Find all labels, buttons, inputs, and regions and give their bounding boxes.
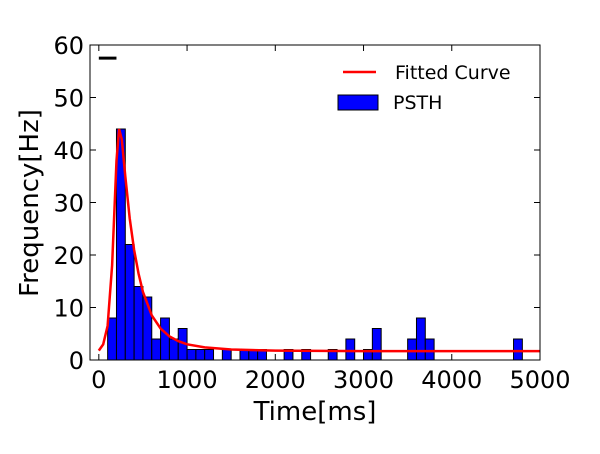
y-tick-label: 10: [53, 295, 84, 323]
psth-bar: [160, 317, 170, 361]
psth-bar: [415, 317, 426, 361]
psth-bar: [407, 338, 417, 361]
x-tick-label: 3000: [333, 366, 394, 394]
psth-bar: [151, 338, 162, 361]
psth-bar: [371, 328, 382, 361]
x-tick-label: 1000: [157, 366, 218, 394]
x-tick-label: 0: [91, 366, 106, 394]
psth-bar: [168, 338, 179, 361]
psth-bar: [195, 349, 206, 361]
y-axis-label: Frequency[Hz]: [15, 109, 45, 297]
psth-bar: [204, 349, 215, 361]
psth-bar: [221, 349, 232, 361]
plot-frame: [89, 44, 541, 361]
y-tick-label: 20: [53, 242, 84, 270]
y-tick-label: 60: [53, 32, 84, 60]
legend-psth-label: PSTH: [393, 92, 442, 114]
psth-bar: [345, 338, 356, 361]
x-tick-label: 2000: [245, 366, 306, 394]
y-tick-label: 30: [53, 190, 84, 218]
psth-bar: [424, 338, 435, 361]
psth-bar: [124, 244, 135, 361]
x-tick-label: 5000: [509, 366, 570, 394]
legend-fitted-label: Fitted Curve: [395, 62, 511, 84]
legend: Fitted Curve PSTH: [337, 62, 511, 114]
psth-bar: [513, 338, 523, 361]
psth-bar: [133, 286, 144, 361]
histogram-bars: [107, 128, 523, 361]
fitted-curve-line: [97, 128, 540, 353]
y-tick-label: 40: [53, 137, 84, 165]
legend-psth-swatch: [337, 94, 379, 111]
x-axis-label: Time[ms]: [253, 397, 377, 427]
y-axis-ticks: 0 10 20 30 40 50 60: [53, 32, 540, 375]
x-axis-ticks: 0 1000 2000 3000 4000 5000: [91, 45, 571, 394]
psth-bar: [186, 349, 197, 361]
x-tick-label: 4000: [421, 366, 482, 394]
y-tick-label: 50: [53, 85, 84, 113]
y-tick-label: 0: [69, 347, 84, 375]
